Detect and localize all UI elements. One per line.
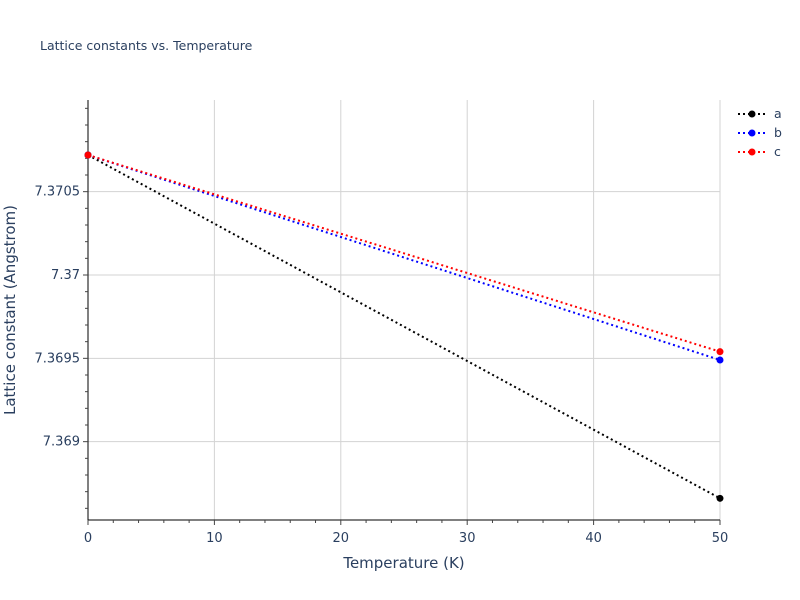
y-axis-title: Lattice constant (Angstrom) <box>1 205 19 415</box>
x-tick-label: 10 <box>206 531 223 546</box>
data-point-b <box>716 356 724 364</box>
x-tick-label: 50 <box>712 531 729 546</box>
x-tick-label: 20 <box>333 531 350 546</box>
x-axis-title: Temperature (K) <box>342 554 464 572</box>
data-point-a <box>716 494 724 502</box>
legend-label-b: b <box>774 125 782 140</box>
x-tick-label: 40 <box>585 531 602 546</box>
x-tick-label: 30 <box>459 531 476 546</box>
axes <box>83 100 721 525</box>
legend[interactable]: abc <box>738 106 782 159</box>
y-tick-label: 7.3705 <box>35 185 81 200</box>
data-point-c <box>84 151 92 159</box>
legend-label-c: c <box>774 144 781 159</box>
legend-item-a[interactable]: a <box>738 106 782 121</box>
grid-lines <box>88 100 721 520</box>
data-point-c <box>716 348 724 356</box>
legend-marker-a <box>748 110 756 118</box>
y-tick-label: 7.3695 <box>35 351 81 366</box>
legend-marker-c <box>748 148 756 156</box>
legend-item-b[interactable]: b <box>738 125 782 140</box>
tick-labels: 0 10 20 30 40 50 7.369 7.3695 7.37 7.3705 <box>35 185 729 546</box>
series-line-b <box>87 154 721 361</box>
series-c <box>84 151 724 356</box>
x-tick-label: 0 <box>84 531 92 546</box>
y-tick-label: 7.369 <box>43 435 80 450</box>
series-line-a <box>87 154 721 500</box>
y-tick-label: 7.37 <box>51 268 80 283</box>
chart-title: Lattice constants vs. Temperature <box>40 38 253 53</box>
legend-label-a: a <box>774 106 782 121</box>
legend-marker-b <box>748 129 756 137</box>
series-layer <box>84 151 724 502</box>
series-a <box>84 151 724 502</box>
legend-item-c[interactable]: c <box>738 144 781 159</box>
series-line-c <box>87 154 721 353</box>
